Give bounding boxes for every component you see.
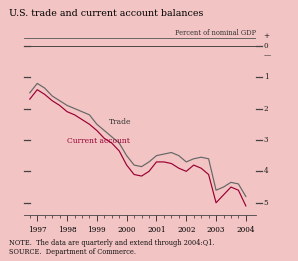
Text: U.S. trade and current account balances: U.S. trade and current account balances <box>9 9 203 18</box>
Text: NOTE.  The data are quarterly and extend through 2004:Q1.: NOTE. The data are quarterly and extend … <box>9 239 215 247</box>
Text: +
0
—: + 0 — <box>264 33 271 59</box>
Text: Percent of nominal GDP: Percent of nominal GDP <box>175 29 256 37</box>
Text: SOURCE.  Department of Commerce.: SOURCE. Department of Commerce. <box>9 248 136 257</box>
Text: Trade: Trade <box>109 118 131 126</box>
Text: 5: 5 <box>264 199 268 207</box>
Text: 4: 4 <box>264 167 268 175</box>
Text: 2: 2 <box>264 104 268 112</box>
Text: 1: 1 <box>264 73 268 81</box>
Text: Current account: Current account <box>67 137 130 145</box>
Text: 3: 3 <box>264 136 268 144</box>
